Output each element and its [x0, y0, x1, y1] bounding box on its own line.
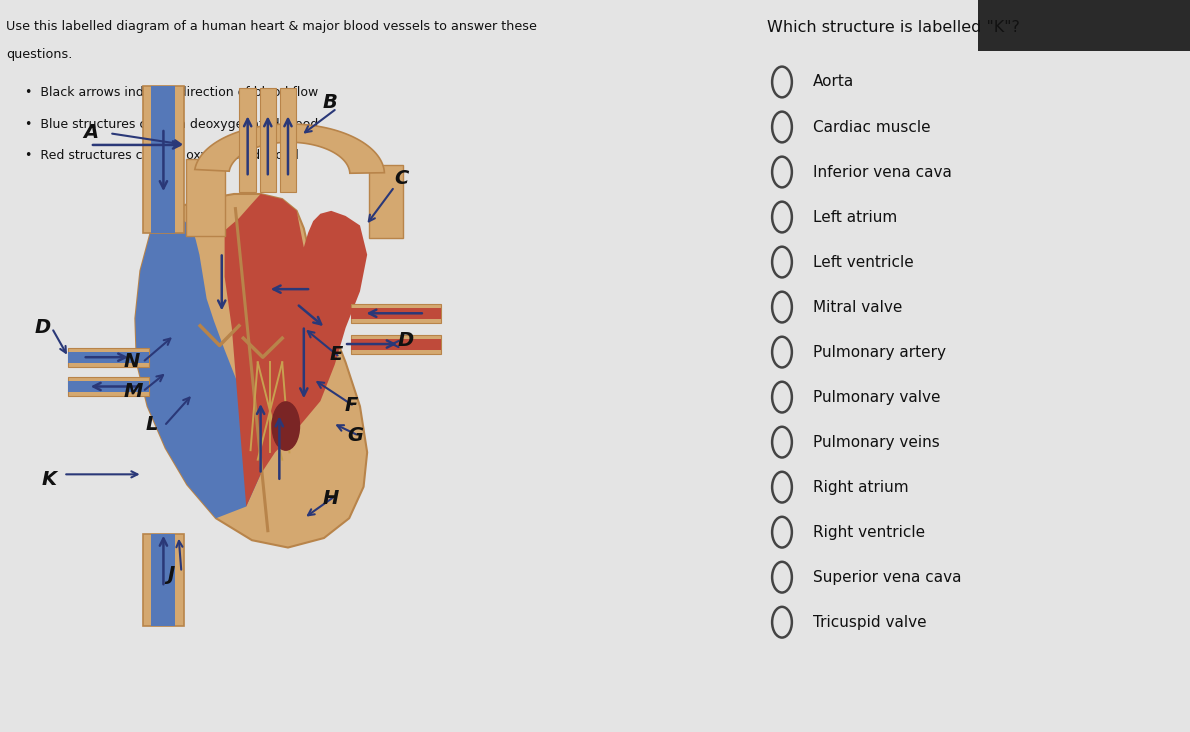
Text: B: B [322, 94, 338, 112]
Text: L: L [145, 416, 158, 434]
Text: Which structure is labelled "K"?: Which structure is labelled "K"? [766, 20, 1020, 35]
Text: Aorta: Aorta [813, 75, 854, 89]
Text: E: E [330, 346, 343, 364]
Text: questions.: questions. [6, 48, 73, 61]
Text: Right atrium: Right atrium [813, 479, 909, 495]
Bar [143, 534, 183, 626]
Text: Pulmonary veins: Pulmonary veins [813, 435, 940, 449]
Bar [151, 86, 175, 233]
Text: M: M [124, 382, 143, 400]
Polygon shape [136, 211, 261, 518]
Bar [978, 0, 1190, 51]
Text: N: N [124, 353, 140, 371]
Text: K: K [42, 470, 57, 488]
Text: Mitral valve: Mitral valve [813, 299, 902, 315]
Text: F: F [344, 397, 357, 415]
Text: Inferior vena cava: Inferior vena cava [813, 165, 952, 179]
Text: D: D [35, 318, 51, 337]
Text: D: D [397, 331, 414, 349]
Text: G: G [347, 426, 363, 444]
Text: Use this labelled diagram of a human heart & major blood vessels to answer these: Use this labelled diagram of a human hea… [6, 20, 537, 34]
Bar [143, 86, 183, 233]
Text: Superior vena cava: Superior vena cava [813, 569, 962, 585]
Text: Cardiac muscle: Cardiac muscle [813, 119, 931, 135]
Text: Pulmonary valve: Pulmonary valve [813, 389, 940, 405]
Bar [68, 348, 149, 367]
Bar [68, 352, 149, 363]
Ellipse shape [273, 402, 300, 450]
Bar [259, 88, 276, 192]
Text: J: J [167, 565, 174, 583]
Bar [351, 307, 441, 319]
Bar [68, 377, 149, 396]
Bar [351, 335, 441, 354]
Polygon shape [136, 194, 368, 548]
Bar [280, 88, 296, 192]
Bar [351, 304, 441, 323]
Bar [151, 534, 175, 626]
Bar [351, 338, 441, 350]
Text: A: A [83, 123, 98, 141]
Text: Pulmonary artery: Pulmonary artery [813, 345, 946, 359]
Text: •  Black arrows indicate direction of blood flow: • Black arrows indicate direction of blo… [25, 86, 319, 100]
Bar [68, 381, 149, 392]
Text: •  Red structures contain oxygenated blood: • Red structures contain oxygenated bloo… [25, 149, 299, 163]
Text: •  Blue structures contain deoxygenated blood: • Blue structures contain deoxygenated b… [25, 118, 319, 131]
Text: Tricuspid valve: Tricuspid valve [813, 615, 927, 630]
Bar [369, 165, 403, 238]
Polygon shape [225, 194, 368, 507]
Text: H: H [322, 489, 339, 507]
Text: C: C [395, 170, 409, 188]
Bar [239, 88, 256, 192]
Text: Left atrium: Left atrium [813, 209, 897, 225]
Text: Left ventricle: Left ventricle [813, 255, 914, 269]
Polygon shape [195, 124, 384, 173]
Text: Right ventricle: Right ventricle [813, 525, 925, 539]
Bar [186, 159, 225, 236]
